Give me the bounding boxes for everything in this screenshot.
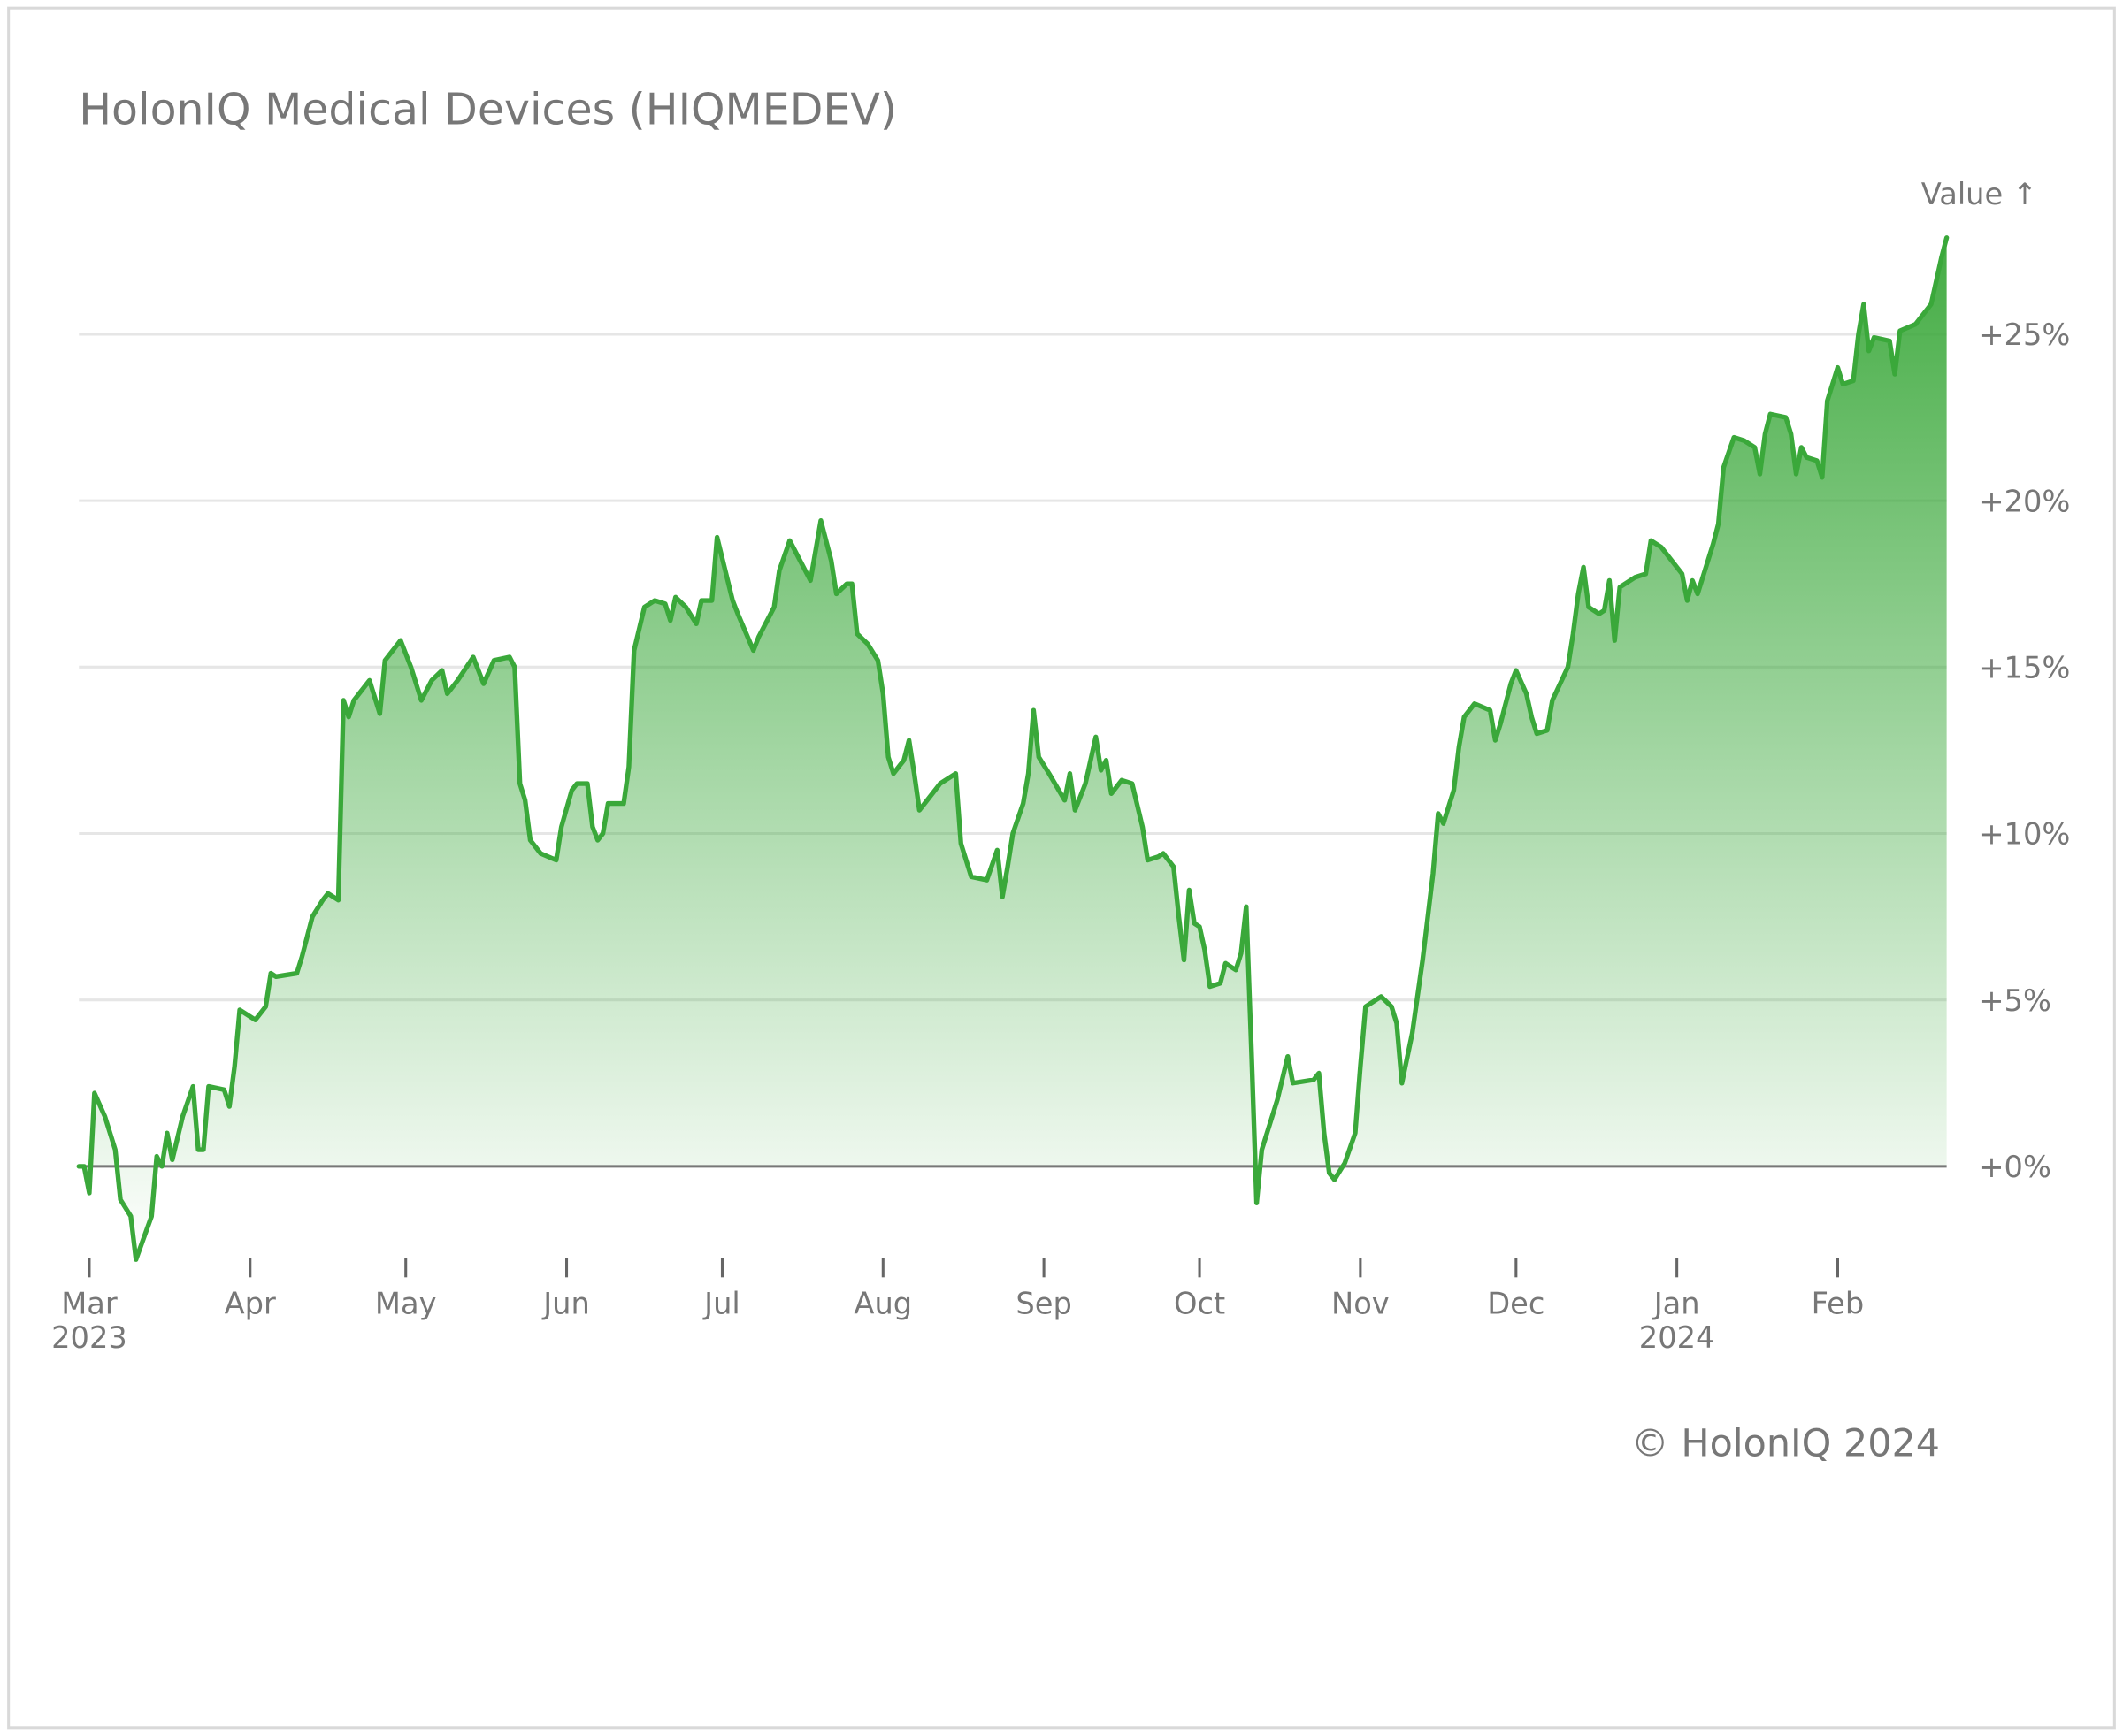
line	[76, 235, 1950, 1262]
x-tick-label: Aug	[854, 1287, 912, 1321]
x-tick-label: Mar 2023	[51, 1287, 127, 1355]
x-tick-label: Jan 2024	[1639, 1287, 1715, 1355]
x-tick-label: Apr	[225, 1287, 276, 1321]
y-tick-label: +5%	[1979, 983, 2051, 1018]
chart-title: HolonIQ Medical Devices (HIQMEDEV)	[79, 85, 897, 135]
x-tick-label: Nov	[1331, 1287, 1390, 1321]
x-tick-label: Feb	[1812, 1287, 1865, 1321]
y-axis-label: Value ↑	[1921, 177, 2037, 211]
y-tick-label: +25%	[1979, 317, 2070, 352]
x-tick-label: Jul	[702, 1287, 740, 1321]
x-tick-label: May	[375, 1287, 437, 1321]
x-tick-label-part: Mar	[61, 1287, 118, 1321]
x-tick-label: Sep	[1016, 1287, 1071, 1321]
x-tick-label: Dec	[1487, 1287, 1544, 1321]
x-tick-label-part: 2023	[51, 1320, 127, 1355]
y-tick-label: +0%	[1979, 1150, 2051, 1184]
y-tick-label: +15%	[1979, 651, 2070, 685]
area	[79, 237, 1947, 1260]
y-tick-label: +20%	[1979, 484, 2070, 518]
x-tick-label-part: 2024	[1639, 1320, 1715, 1355]
y-tick-label: +10%	[1979, 817, 2070, 852]
x-tick-label: Oct	[1174, 1287, 1225, 1321]
x-tick-label: Jun	[541, 1287, 590, 1321]
x-tick-label-part: Jan	[1652, 1287, 1700, 1321]
source: © HolonIQ 2024	[1631, 1421, 1940, 1465]
